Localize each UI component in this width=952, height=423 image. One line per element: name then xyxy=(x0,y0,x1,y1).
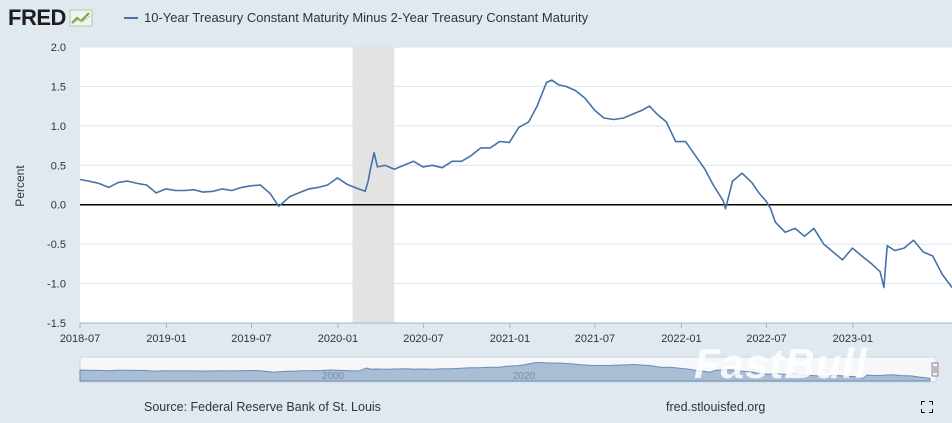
x-tick-label: 2020-01 xyxy=(318,333,358,345)
navigator-label: 2000 xyxy=(322,371,345,382)
fred-trend-icon xyxy=(69,9,93,27)
y-axis-label: Percent xyxy=(13,165,27,207)
y-tick-label: -0.5 xyxy=(47,239,66,251)
x-tick-label: 2022-07 xyxy=(746,333,786,345)
x-tick-label: 2023-01 xyxy=(833,333,873,345)
chart-legend[interactable]: 10-Year Treasury Constant Maturity Minus… xyxy=(124,10,588,25)
source-url[interactable]: fred.stlouisfed.org xyxy=(666,400,766,414)
fred-logo[interactable]: FRED xyxy=(8,5,93,30)
recession-layer xyxy=(352,47,395,323)
y-tick-label: 2.0 xyxy=(51,42,66,54)
x-axis: 2018-07 2019-01 2019-07 2020-01 2020-07 2021-… xyxy=(60,322,952,345)
y-tick-label: 1.5 xyxy=(51,81,66,93)
brand-name: FRED xyxy=(8,5,66,30)
fullscreen-icon[interactable] xyxy=(921,401,933,413)
watermark: FastBull xyxy=(694,340,868,387)
series-line[interactable] xyxy=(79,79,952,289)
x-tick-label: 2022-01 xyxy=(661,333,701,345)
recession-band xyxy=(352,47,395,323)
legend-label: 10-Year Treasury Constant Maturity Minus… xyxy=(144,10,589,25)
x-tick-label: 2019-01 xyxy=(146,333,186,345)
x-tick-label: 2019-07 xyxy=(231,333,271,345)
series-layer xyxy=(79,79,952,289)
range-navigator[interactable]: 2000 2020 xyxy=(79,356,939,383)
plot-background xyxy=(80,47,952,323)
navigator-handle-right[interactable] xyxy=(931,362,939,377)
y-tick-label: 0.0 xyxy=(51,200,66,212)
y-tick-label: -1.5 xyxy=(47,318,66,330)
x-tick-label: 2021-07 xyxy=(575,333,615,345)
y-axis: 2.0 1.5 1.0 0.5 0.0 -0.5 -1.0 -1.5 xyxy=(47,42,66,330)
x-tick-label: 2018-07 xyxy=(60,333,100,345)
y-tick-label: 0.5 xyxy=(51,160,66,172)
navigator-label: 2020 xyxy=(513,371,536,382)
x-tick-label: 2021-01 xyxy=(490,333,530,345)
y-tick-label: -1.0 xyxy=(47,279,66,291)
navigator-area xyxy=(79,361,931,382)
y-tick-label: 1.0 xyxy=(51,121,66,133)
legend-swatch xyxy=(124,16,138,19)
x-tick-label: 2020-07 xyxy=(403,333,443,345)
source-note: Source: Federal Reserve Bank of St. Loui… xyxy=(144,400,381,414)
